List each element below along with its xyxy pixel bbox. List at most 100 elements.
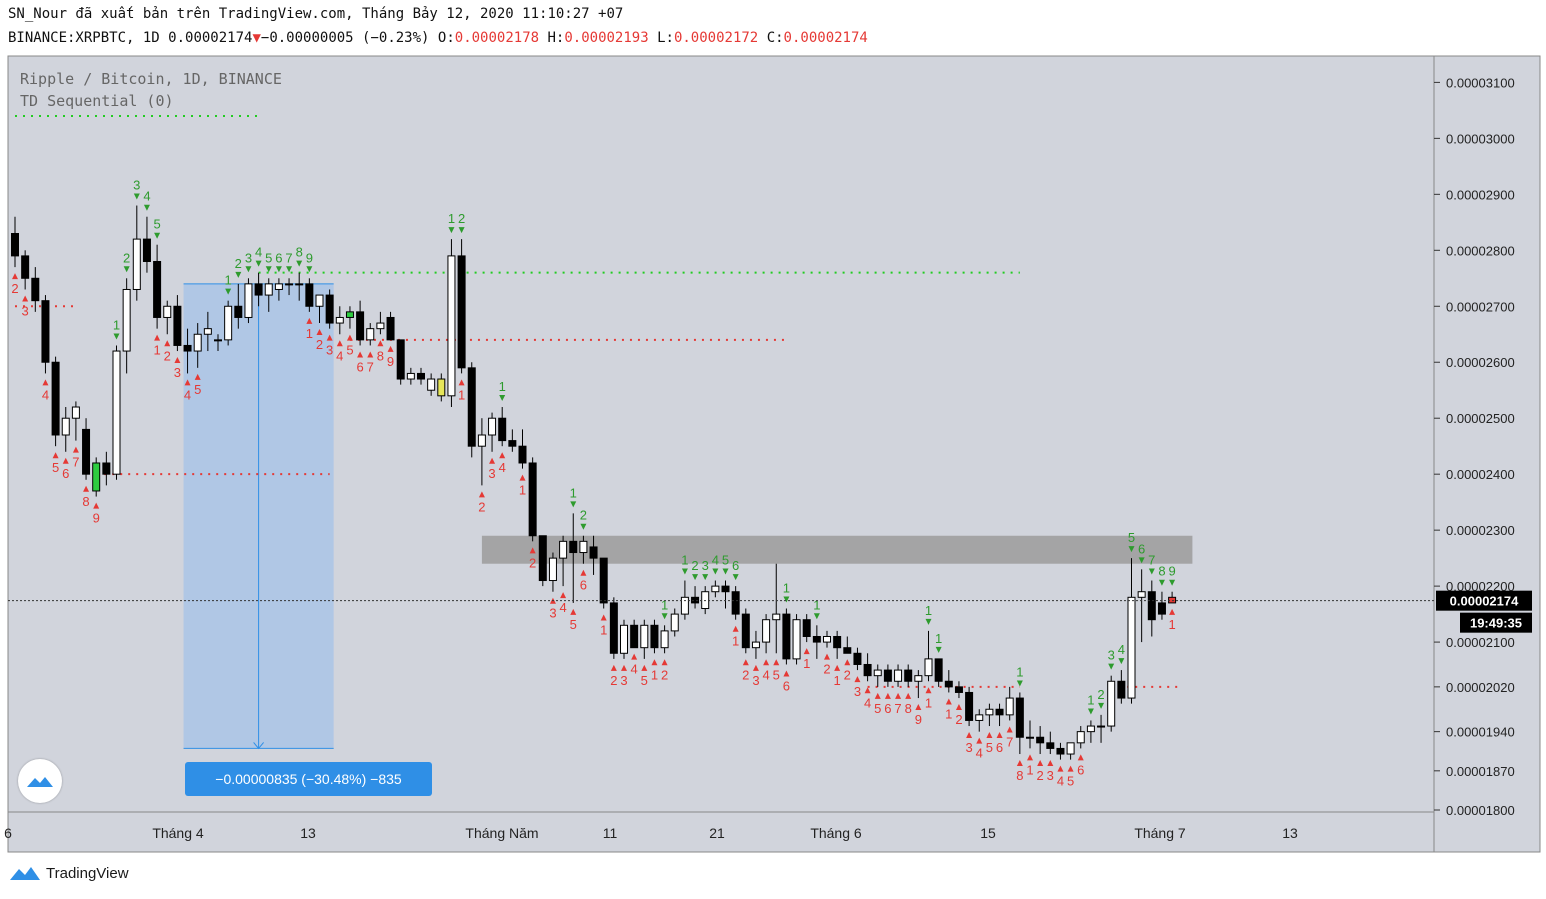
y-axis-ticks: 0.00001800 0.00001870 0.00001940 0.00002020… [1434,75,1515,818]
candle-body [1005,697,1014,716]
candle [163,300,172,335]
td-buy-arrow [570,608,577,615]
candle-body [823,635,831,643]
candle [538,535,547,587]
close-value: 0.00002174 [783,30,868,46]
td-buy-arrow [306,317,313,324]
candle [437,373,446,402]
candle-body [1015,697,1024,738]
td-buy-arrow [905,692,912,699]
candle-body [894,669,903,682]
td-sell-count: 4 [1118,642,1125,657]
candle-body [691,596,700,604]
td-buy-count: 5 [346,343,353,358]
td-buy-arrow [996,732,1003,739]
td-buy-arrow [763,659,770,666]
td-sell-arrow [143,204,150,211]
candle [954,681,963,699]
candle-body [112,350,121,475]
candle-body [1097,725,1106,728]
td-buy-count: 3 [488,466,495,481]
td-buy-count: 8 [82,494,89,509]
candle [11,216,19,268]
td-sell-arrow [1108,663,1115,670]
td-buy-count: 4 [184,387,191,402]
td-buy-count: 4 [559,600,566,615]
candle-body [863,663,872,677]
td-buy-arrow [1057,765,1064,772]
candle [153,244,162,329]
candle [264,278,273,312]
tradingview-logo-icon[interactable] [18,759,62,803]
candle-body [883,669,892,682]
candle-body [1117,680,1126,699]
candle-body [802,619,811,637]
time-axis [7,811,1435,853]
x-tick-label: 21 [709,825,725,841]
td-buy-arrow [22,295,29,302]
td-buy-count: 2 [1037,768,1044,783]
candle [1097,714,1106,743]
td-buy-arrow [478,491,485,498]
td-sell-count: 5 [265,250,272,265]
candle-body [1107,680,1116,727]
candle-body [386,316,395,341]
candle-body [559,540,568,559]
candle [782,608,791,665]
candle-body [954,686,963,693]
candle-body [488,417,497,436]
candle [356,300,365,346]
td-buy-arrow [1016,760,1023,767]
candle [924,630,933,682]
candle-body [274,283,283,290]
td-sell-count: 2 [580,508,587,523]
current-price-label: 0.00002174 [1450,594,1519,609]
td-buy-count: 2 [11,281,18,296]
td-buy-arrow [610,664,617,671]
candle-body [1127,596,1136,699]
td-buy-arrow [580,569,587,576]
td-buy-count: 2 [661,667,668,682]
candle [51,356,60,447]
footer-brand[interactable]: TradingView [8,864,129,882]
candle [1117,670,1126,704]
td-sell-count: 2 [235,256,242,271]
candle [518,429,527,469]
td-buy-arrow [1037,760,1044,767]
td-buy-arrow [641,664,648,671]
td-buy-arrow [154,334,161,341]
candle-body [620,624,628,654]
candle [1127,558,1136,704]
candle [285,278,294,296]
candle-body [437,378,446,397]
low-value: 0.00002172 [673,30,759,46]
td-buy-count: 5 [52,460,59,475]
candle [599,557,608,609]
td-buy-arrow [773,659,780,666]
candle-body [762,619,771,643]
candle-body [335,316,344,324]
candle [122,278,131,374]
candle-body [792,619,801,660]
td-buy-count: 3 [965,740,972,755]
td-sell-count: 1 [783,581,790,596]
candle [609,597,618,659]
candle [762,614,771,654]
candle [853,647,862,671]
candle [995,703,1004,727]
candle-body [741,613,750,649]
td-sell-count: 5 [722,553,729,568]
td-sell-arrow [1087,708,1094,715]
candle-body [751,641,760,649]
candle [254,272,263,307]
candle [1066,742,1075,760]
td-buy-count: 2 [844,667,851,682]
candle [741,608,750,654]
td-buy-arrow [986,732,993,739]
td-buy-count: 1 [458,387,465,402]
candle [589,535,598,575]
td-sell-count: 6 [732,558,739,573]
candle [873,664,882,687]
td-buy-count: 3 [1047,768,1054,783]
